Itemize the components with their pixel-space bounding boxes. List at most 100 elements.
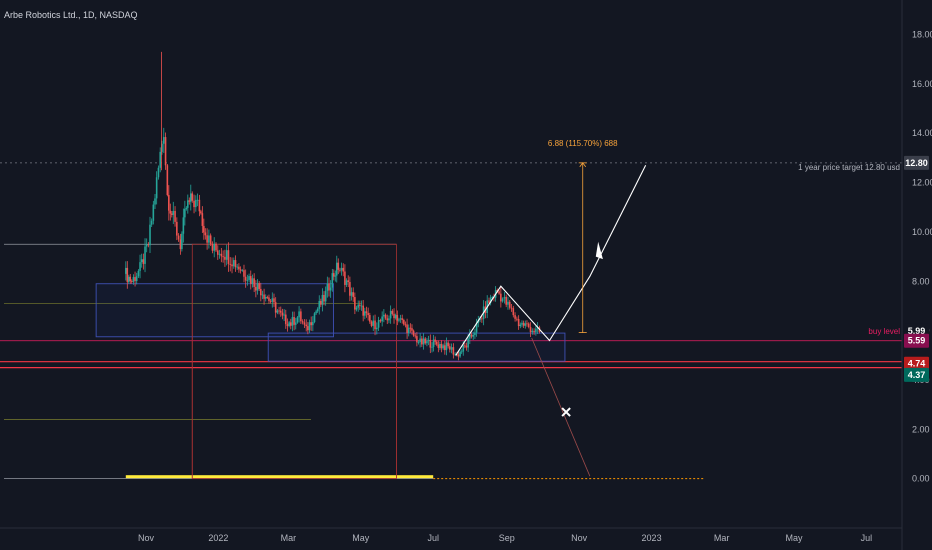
candle-body — [401, 318, 403, 320]
candle-body — [181, 233, 183, 250]
candle-body — [503, 296, 506, 299]
candle-body — [452, 347, 455, 355]
candle-body — [355, 307, 358, 310]
candle-body — [164, 137, 167, 166]
price-badge — [904, 333, 929, 348]
candle-body — [137, 270, 140, 277]
x-tick-label: Jul — [861, 533, 873, 543]
candle-body — [326, 283, 329, 291]
candle-body — [344, 271, 346, 285]
candle-body — [372, 320, 375, 326]
candle-body — [318, 300, 321, 309]
candle-body — [200, 211, 202, 214]
candle-body — [521, 322, 523, 325]
candle-body — [255, 286, 257, 291]
candle-body — [340, 267, 343, 271]
candle-body — [522, 322, 525, 326]
bearish-projection-line — [531, 337, 591, 477]
candle-body — [364, 311, 366, 316]
candle-body — [288, 322, 290, 327]
candle-body — [203, 225, 205, 233]
candle-body — [501, 298, 504, 302]
candle-body — [155, 177, 158, 199]
candle-body — [514, 315, 516, 319]
x-tick-label: Jul — [427, 533, 439, 543]
candle-body — [243, 270, 245, 277]
candle-body — [386, 318, 389, 321]
candle-body — [323, 294, 325, 302]
candle-body — [152, 204, 155, 221]
candle-body — [300, 311, 302, 322]
candle-body — [457, 354, 460, 357]
candle-body — [159, 151, 162, 168]
candle-body — [527, 323, 530, 328]
candle-body — [432, 339, 435, 347]
candle-body — [429, 339, 432, 348]
candle-body — [440, 343, 443, 349]
candle-body — [370, 321, 373, 326]
candle-body — [312, 322, 314, 326]
candle-body — [462, 345, 465, 352]
candle-body — [459, 351, 461, 357]
candle-body — [177, 235, 180, 240]
candle-body — [488, 300, 490, 303]
candle-body — [229, 263, 232, 265]
candle-body — [241, 270, 244, 272]
measure-label: 6.88 (115.70%) 688 — [548, 139, 618, 148]
candle-body — [467, 338, 469, 348]
candle-body — [345, 280, 348, 285]
candle-body — [519, 324, 522, 327]
arrow-head — [595, 241, 603, 260]
close-icon — [561, 407, 571, 417]
candle-body — [196, 199, 199, 201]
candle-body — [225, 250, 228, 260]
candle-body — [324, 290, 327, 302]
candle-body — [535, 328, 537, 333]
x-tick-label: Sep — [499, 533, 515, 543]
candle-body — [481, 318, 483, 320]
candle-body — [227, 250, 230, 264]
candle-body — [403, 319, 405, 325]
candle-body — [349, 282, 351, 296]
candle-body — [337, 262, 340, 270]
candle-body — [209, 235, 212, 245]
candle-body — [239, 269, 242, 271]
candle-body — [246, 279, 249, 281]
x-tick-label: 2023 — [642, 533, 662, 543]
y-tick-label: 14.00 — [912, 128, 932, 138]
x-tick-label: Mar — [281, 533, 297, 543]
accumulation-box — [95, 283, 334, 338]
candle-body — [472, 335, 475, 337]
candle-body — [296, 317, 299, 323]
candle-body — [266, 297, 269, 298]
candle-body — [447, 342, 449, 347]
candle-body — [281, 312, 284, 316]
candle-body — [215, 243, 217, 251]
candle-body — [168, 195, 170, 211]
candle-body — [271, 298, 274, 302]
candle-body — [231, 264, 233, 267]
candle-body — [132, 277, 135, 282]
candle-body — [189, 193, 192, 202]
price-badge — [904, 155, 929, 170]
candle-body — [508, 301, 511, 308]
candle-body — [377, 320, 380, 328]
buy-level-label: buy level — [868, 327, 900, 336]
candle-body — [529, 327, 532, 333]
candle-layer — [125, 51, 541, 361]
candle-body — [253, 278, 255, 287]
candle-body — [439, 343, 441, 348]
y-tick-label: 16.00 — [912, 79, 932, 89]
candle-body — [130, 281, 133, 282]
candle-body — [260, 288, 262, 296]
candle-body — [233, 260, 235, 267]
candle-body — [268, 297, 270, 301]
candle-body — [170, 213, 173, 215]
price-badge — [904, 367, 929, 382]
candle-body — [149, 224, 151, 246]
candle-body — [208, 235, 210, 243]
candle-body — [191, 193, 194, 201]
candle-body — [166, 165, 169, 196]
